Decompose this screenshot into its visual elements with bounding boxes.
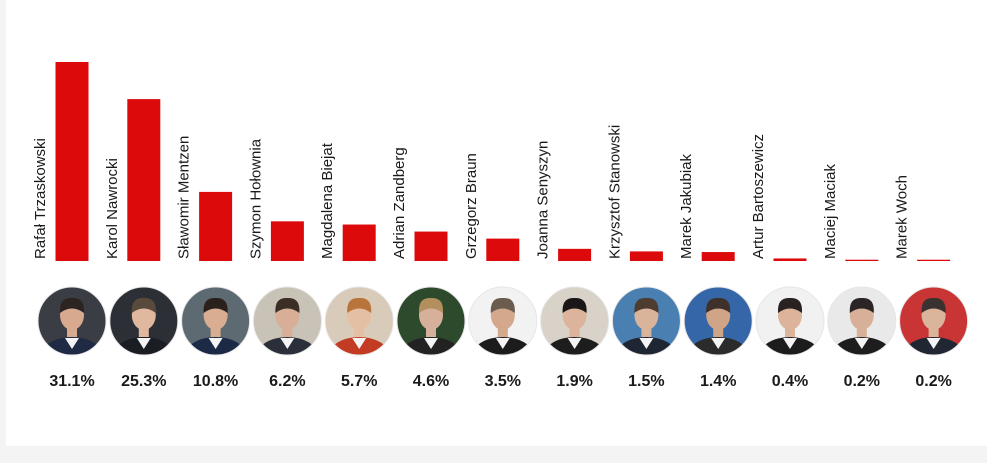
avatar-ring xyxy=(899,286,969,356)
percentage-label: 4.6% xyxy=(413,373,449,390)
candidate-label: Joanna Senyszyn xyxy=(535,141,552,259)
percentage-label: 10.8% xyxy=(193,373,238,390)
percentage-label: 1.4% xyxy=(700,373,736,390)
avatar-ring xyxy=(252,286,322,356)
candidate-label: Magdalena Biejat xyxy=(319,142,336,259)
candidate-portrait-icon xyxy=(684,287,753,355)
percentage-label: 1.5% xyxy=(628,373,664,390)
avatar-ring xyxy=(324,286,394,356)
candidate-label: Maciej Maciak xyxy=(822,163,839,259)
bar xyxy=(414,231,448,261)
bar xyxy=(55,62,89,261)
candidate-portrait-icon xyxy=(827,287,896,355)
bar xyxy=(701,252,735,261)
candidate-label: Krzysztof Stanowski xyxy=(606,125,623,259)
candidate-label: Marek Woch xyxy=(894,175,911,259)
candidate-portrait-icon xyxy=(109,287,178,355)
percentage-label: 31.1% xyxy=(49,373,94,390)
avatar-ring xyxy=(181,286,251,356)
candidate-label: Artur Bartoszewicz xyxy=(750,134,767,259)
bar xyxy=(127,99,161,261)
avatar-ring xyxy=(109,286,179,356)
candidate-portrait-icon xyxy=(181,287,250,355)
candidate-portrait-icon xyxy=(756,287,824,355)
candidate-portrait-icon xyxy=(38,287,106,355)
candidate-portrait-icon xyxy=(899,287,968,355)
candidate-portrait-icon xyxy=(325,287,394,355)
avatar-ring xyxy=(827,286,897,356)
bar xyxy=(558,248,592,261)
candidate-label: Rafał Trzaskowski xyxy=(32,138,49,259)
candidate-portrait-icon xyxy=(468,287,537,355)
candidate-portrait-icon xyxy=(612,287,681,355)
bar xyxy=(917,259,951,261)
bar xyxy=(486,238,520,261)
bar xyxy=(270,221,304,261)
candidate-portrait-icon xyxy=(397,287,465,355)
bar xyxy=(199,191,233,261)
avatar-ring xyxy=(540,286,610,356)
percentage-label: 0.4% xyxy=(772,373,808,390)
avatar-ring xyxy=(396,286,466,356)
candidate-portrait-icon xyxy=(253,287,322,355)
candidate-label: Sławomir Mentzen xyxy=(176,136,193,259)
chart-card: Rafał Trzaskowski 31.1% Karol Nawrocki 25.3… xyxy=(6,0,987,446)
candidate-label: Karol Nawrocki xyxy=(104,158,121,259)
avatar-ring xyxy=(611,286,681,356)
percentage-label: 6.2% xyxy=(269,373,305,390)
avatar-ring xyxy=(755,286,825,356)
avatar-ring xyxy=(683,286,753,356)
candidate-label: Marek Jakubiak xyxy=(678,153,695,259)
percentage-label: 5.7% xyxy=(341,373,377,390)
bar xyxy=(845,259,879,261)
percentage-label: 1.9% xyxy=(556,373,592,390)
bar xyxy=(629,251,663,261)
percentage-label: 3.5% xyxy=(485,373,521,390)
candidate-label: Grzegorz Braun xyxy=(463,153,480,259)
avatar-ring xyxy=(37,286,107,356)
percentage-label: 0.2% xyxy=(844,373,880,390)
avatar-ring xyxy=(468,286,538,356)
candidate-portrait-icon xyxy=(540,287,609,355)
percentage-label: 25.3% xyxy=(121,373,166,390)
bar-chart: Rafał Trzaskowski 31.1% Karol Nawrocki 25.3… xyxy=(32,62,969,390)
candidate-label: Szymon Hołownia xyxy=(247,138,264,259)
bar xyxy=(773,258,807,261)
percentage-label: 0.2% xyxy=(915,373,951,390)
bar xyxy=(342,224,376,261)
candidate-label: Adrian Zandberg xyxy=(391,147,408,259)
